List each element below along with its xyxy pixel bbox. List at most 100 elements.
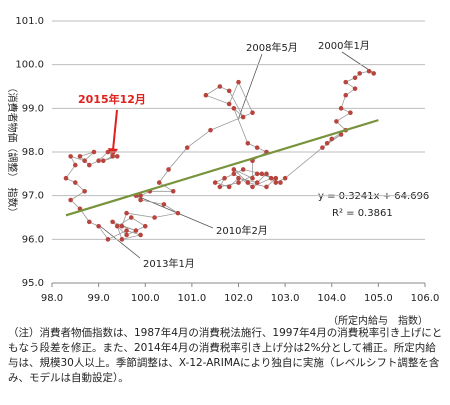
point	[91, 149, 97, 155]
point	[245, 180, 251, 185]
arrow	[112, 109, 118, 151]
point	[68, 154, 73, 159]
y-tick-label: 95.0	[22, 278, 44, 289]
point	[142, 223, 148, 229]
point	[68, 197, 73, 203]
y-tick-label: 96.0	[22, 234, 44, 245]
point	[184, 145, 190, 150]
annotation: 2015年12月	[78, 92, 146, 106]
point	[105, 237, 111, 242]
point	[110, 219, 115, 225]
y-tick-label: 100.0	[15, 60, 44, 71]
point	[231, 171, 237, 177]
note: （注）消費者物価指数は、1987年4月の消費税法施行、1997年4月の消費税率引…	[8, 327, 443, 384]
y-tick-label: 98.0	[22, 147, 44, 158]
point	[138, 232, 143, 238]
point	[268, 175, 274, 181]
point	[170, 189, 176, 194]
point	[87, 219, 92, 225]
point	[264, 171, 269, 177]
point	[264, 184, 269, 190]
point	[96, 158, 101, 164]
point	[338, 132, 344, 137]
point	[236, 175, 241, 181]
point	[254, 180, 260, 185]
point	[82, 189, 87, 194]
point	[226, 88, 232, 94]
point	[236, 180, 241, 185]
point	[329, 136, 335, 142]
annotation: 2013年1月	[143, 257, 195, 270]
r-squared: R² = 0.3861	[332, 208, 393, 219]
point	[119, 223, 125, 229]
point	[124, 232, 129, 238]
point	[222, 175, 227, 181]
point	[73, 180, 78, 185]
point	[254, 171, 260, 177]
x-tick-label: 101.0	[178, 293, 207, 304]
x-tick-label: 106.0	[411, 293, 440, 304]
point	[77, 154, 83, 159]
point	[217, 84, 223, 89]
point	[100, 158, 106, 164]
point	[96, 223, 101, 229]
point	[240, 167, 246, 172]
annotation: 2010年2月	[216, 224, 268, 237]
point	[114, 154, 120, 159]
point	[105, 149, 111, 155]
x-tick-label: 99.0	[87, 293, 109, 304]
x-tick-label: 103.0	[271, 293, 300, 304]
point	[114, 223, 120, 229]
x-tick-label: 105.0	[364, 293, 393, 304]
point	[231, 106, 237, 111]
y-tick-label: 97.0	[22, 191, 44, 202]
annotation: 2008年5月	[246, 41, 298, 54]
point	[366, 68, 372, 74]
point	[245, 140, 251, 146]
x-tick-label: 98.0	[41, 293, 63, 304]
point	[175, 210, 181, 216]
point	[217, 184, 223, 190]
y-axis-label: （消費者物価（調整） 指数）	[6, 83, 19, 218]
arrow-head	[108, 148, 118, 158]
point	[128, 215, 134, 220]
point	[82, 158, 87, 164]
point	[226, 184, 232, 190]
x-tick-label: 104.0	[317, 293, 346, 304]
point	[334, 119, 339, 124]
point	[236, 79, 241, 85]
point	[63, 175, 69, 181]
point	[203, 92, 209, 98]
leader-line	[99, 225, 141, 259]
point	[226, 101, 232, 107]
point	[273, 175, 279, 181]
point	[324, 140, 330, 146]
point	[278, 180, 283, 185]
point	[371, 71, 377, 76]
point	[273, 180, 279, 185]
point	[357, 71, 363, 76]
point	[254, 145, 260, 150]
point	[320, 145, 325, 150]
point	[250, 184, 255, 190]
point	[138, 193, 143, 198]
point	[124, 228, 129, 233]
point	[152, 215, 157, 220]
point	[343, 79, 349, 85]
point	[119, 237, 125, 242]
point	[282, 175, 288, 181]
y-tick-label: 101.0	[15, 16, 44, 27]
point	[352, 75, 358, 81]
leader-line	[136, 195, 214, 229]
point	[110, 154, 115, 159]
point	[240, 114, 246, 120]
point	[208, 127, 213, 133]
leader-line	[237, 53, 263, 121]
point	[343, 92, 349, 98]
annotation: 2000年1月	[318, 39, 370, 52]
equation: y = 0.3241x + 64.696	[318, 191, 429, 202]
point	[166, 167, 171, 172]
x-tick-label: 100.0	[131, 293, 160, 304]
point	[259, 171, 265, 177]
